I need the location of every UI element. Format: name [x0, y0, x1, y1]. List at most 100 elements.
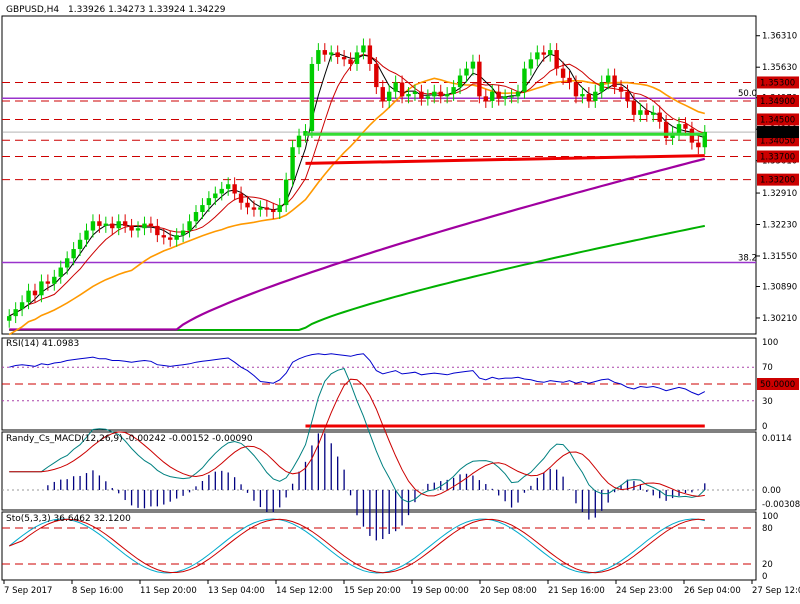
candle-body — [271, 209, 276, 213]
candle-body — [32, 290, 38, 296]
candle-body — [348, 59, 353, 64]
stoch-axis-label: 80 — [762, 524, 773, 534]
candle-body — [554, 50, 559, 69]
candle-body — [528, 59, 534, 69]
candle-body — [58, 267, 63, 277]
candle-body — [651, 112, 656, 115]
macd-axis-label: 0.00 — [762, 486, 781, 496]
candle-body — [135, 228, 141, 231]
candle-body — [103, 223, 109, 226]
candle-body — [180, 230, 186, 236]
macd-label: Randy_Cs_MACD(12,26,9) -0.00242 -0.00152… — [6, 434, 253, 444]
candle-body — [238, 193, 244, 203]
time-axis-label: 14 Sep 12:00 — [276, 586, 333, 596]
candle-body — [110, 223, 115, 229]
candle-body — [77, 239, 83, 250]
candle-body — [451, 87, 456, 95]
stoch-axis-label: 100 — [762, 512, 778, 522]
price-level-tag — [757, 113, 799, 126]
candle-body — [142, 223, 147, 229]
candle-body — [64, 258, 70, 268]
candle-body — [39, 281, 44, 296]
candle-body — [425, 96, 431, 99]
rsi-axis-label: 100 — [762, 338, 778, 348]
time-axis-label: 24 Sep 23:00 — [616, 586, 673, 596]
candle-body — [573, 82, 579, 97]
candle-body — [522, 68, 527, 92]
candle-body — [213, 193, 218, 199]
rsi-axis-label: 70 — [762, 363, 773, 373]
macd-line — [9, 367, 706, 503]
candle-body — [509, 96, 514, 98]
candle-body — [387, 91, 392, 101]
current-price-tag — [757, 126, 799, 139]
candle-body — [638, 110, 643, 115]
rsi-axis-label: 30 — [762, 397, 773, 407]
candle-body — [593, 91, 598, 101]
time-axis-label: 11 Sep 20:00 — [140, 586, 197, 596]
main-price-panel[interactable] — [1, 15, 757, 335]
price-level-label: 1.33200 — [760, 176, 795, 186]
candle-body — [432, 91, 437, 97]
stochastic-panel[interactable] — [1, 511, 757, 581]
price-axis-label: 1.32230 — [762, 221, 797, 231]
candle-body — [541, 52, 546, 55]
candle-body — [7, 316, 12, 321]
candle-body — [502, 96, 508, 99]
candle-body — [702, 131, 707, 148]
candle-body — [129, 225, 134, 231]
candle-body — [374, 63, 379, 88]
candle-body — [168, 237, 173, 240]
candle-body — [45, 281, 51, 284]
candle-body — [206, 198, 212, 206]
candle-body — [341, 57, 347, 60]
price-axis-label: 1.35630 — [762, 63, 797, 73]
symbol-title: GBPUSD,H4 — [6, 5, 59, 15]
candle-body — [161, 235, 166, 238]
candle-body — [438, 91, 443, 97]
candle-body — [567, 77, 572, 83]
time-axis-label: 7 Sep 2017 — [4, 586, 52, 596]
price-level-label: 1.34900 — [760, 97, 795, 107]
candle-body — [457, 75, 463, 88]
candle-body — [470, 61, 476, 69]
price-level-label: 1.35300 — [760, 78, 795, 88]
stoch-d-line — [9, 518, 705, 574]
red-trendline — [305, 154, 705, 165]
rsi-axis-label: 0 — [762, 422, 767, 432]
macd-panel[interactable] — [1, 431, 757, 511]
candle-body — [290, 147, 295, 180]
time-axis-label: 20 Sep 08:00 — [480, 586, 537, 596]
price-level-label: 1.34050 — [760, 136, 795, 146]
candle-body — [580, 94, 585, 97]
price-axis-label: 1.31550 — [762, 252, 797, 262]
candle-body — [90, 221, 96, 231]
candle-body — [399, 82, 405, 97]
rsi-line — [9, 353, 706, 396]
candle-body — [277, 205, 282, 213]
candle-body — [232, 184, 237, 194]
candle-body — [283, 179, 289, 206]
fib-label: 38.2 — [738, 253, 757, 263]
candle-body — [309, 63, 315, 132]
candle-body — [122, 221, 128, 226]
candle-body — [696, 142, 701, 148]
candle-body — [174, 235, 179, 240]
candle-body — [219, 188, 224, 194]
candle-body — [19, 302, 25, 310]
time-axis-label: 15 Sep 20:00 — [344, 586, 401, 596]
candle-body — [84, 230, 89, 240]
candle-body — [419, 91, 424, 99]
candle-body — [264, 207, 270, 210]
price-axis-label: 1.32910 — [762, 189, 797, 199]
candle-body — [367, 45, 373, 64]
price-level-label: 1.34500 — [760, 115, 795, 125]
candle-body — [335, 52, 340, 58]
price-level-tag — [757, 173, 799, 186]
candle-body — [412, 91, 418, 95]
candle-body — [586, 94, 592, 101]
candle-body — [380, 87, 385, 101]
time-axis-label: 21 Sep 16:00 — [548, 586, 605, 596]
candle-body — [316, 50, 321, 64]
